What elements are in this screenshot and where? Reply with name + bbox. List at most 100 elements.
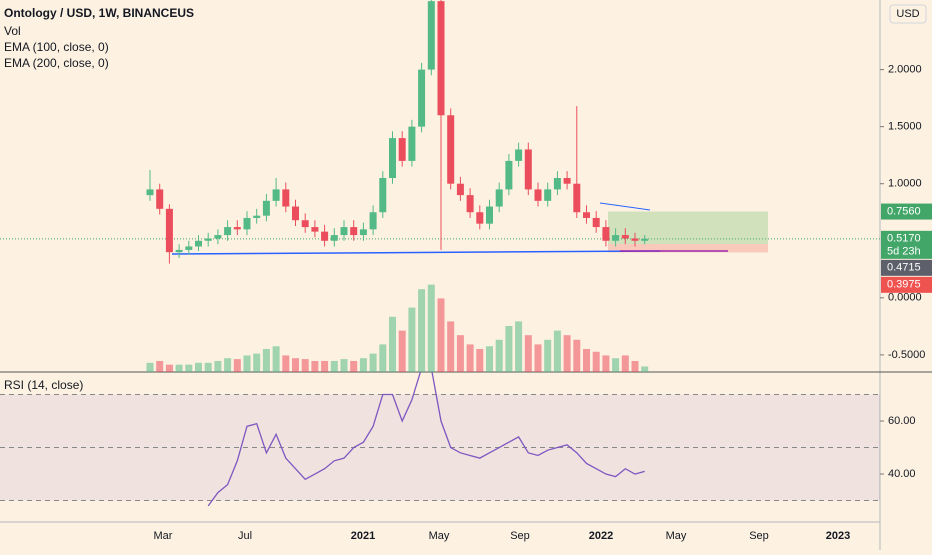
volume-bar — [224, 358, 232, 372]
price-pane — [0, 0, 880, 372]
volume-bar — [466, 344, 474, 372]
candle-body — [330, 235, 338, 241]
candle-body — [466, 195, 474, 213]
volume-bar — [156, 360, 164, 372]
trend-line — [599, 202, 651, 211]
volume-bar — [350, 360, 358, 372]
candle-body — [505, 160, 513, 190]
candle-body — [563, 178, 571, 184]
volume-bar — [204, 362, 212, 372]
volume-bar — [612, 358, 620, 372]
axes: 2.0000 1.5000 1.0000 0.0000 -0.5000 60.00 40.0… — [154, 64, 932, 542]
candle-body — [301, 220, 309, 228]
currency-button[interactable] — [889, 4, 927, 24]
volume-bar — [563, 335, 571, 372]
volume-bar — [515, 321, 523, 372]
candle-body — [262, 200, 270, 216]
volume-bar — [456, 335, 464, 372]
candle-body — [359, 229, 367, 236]
candle-body — [369, 212, 377, 230]
volume-bar — [583, 349, 590, 372]
candle-body — [447, 115, 455, 184]
y-tick-label: 2.0000 — [888, 64, 922, 76]
chart-title: Ontology / USD, 1W, BINANCEUS — [4, 6, 194, 20]
volume-bar — [379, 344, 387, 372]
y-tick-label: 1.5000 — [888, 121, 922, 133]
candle-body — [272, 189, 280, 201]
candle-body — [515, 149, 523, 161]
candle-body — [389, 138, 396, 179]
price-label: 0.5170 — [887, 233, 921, 245]
candle-body — [311, 227, 319, 232]
rsi-tick-label: 60.00 — [888, 415, 916, 427]
candle-body — [553, 178, 561, 190]
volume-bar — [447, 321, 455, 372]
volume-bar — [389, 316, 396, 372]
volume-bar — [534, 344, 542, 372]
volume-bar — [602, 355, 610, 372]
x-tick-label: May — [429, 530, 450, 542]
candle-body — [165, 208, 173, 253]
candle-body — [486, 206, 493, 224]
legend-entry: Vol — [4, 24, 21, 38]
volume-bar — [195, 362, 202, 372]
candle-body — [641, 238, 649, 241]
position-stop — [608, 244, 768, 253]
price-label-note: 5d 23h — [887, 246, 921, 258]
candle-body — [418, 69, 426, 127]
rsi-title: RSI (14, close) — [4, 378, 83, 392]
volume-bar — [553, 330, 561, 372]
volume-bar — [641, 366, 649, 372]
volume-bar — [146, 362, 154, 372]
volume-bar — [321, 360, 329, 372]
candle-body — [214, 235, 222, 239]
candle-body — [379, 178, 387, 213]
volume-bar — [330, 360, 338, 372]
price-label-box — [881, 203, 932, 220]
y-tick-label: 0.0000 — [888, 292, 922, 304]
price-label: 0.3975 — [887, 279, 921, 291]
candle-body — [476, 212, 484, 224]
volume-bar — [505, 326, 513, 372]
candle-body — [282, 189, 290, 207]
candle-body — [185, 246, 193, 250]
legend-entry: EMA (100, close, 0) — [4, 40, 109, 54]
currency-label[interactable]: USD — [896, 8, 919, 20]
y-tick-label: -0.5000 — [888, 349, 925, 361]
volume-bar — [311, 360, 319, 372]
volume-bar — [476, 349, 484, 372]
candle-body — [350, 227, 358, 236]
volume-bar — [233, 359, 241, 372]
x-tick-label: Jul — [238, 530, 252, 542]
volume-bar — [262, 349, 270, 372]
x-tick-label: 2023 — [826, 530, 850, 542]
volume-bar — [408, 307, 416, 372]
candle-body — [427, 1, 435, 70]
candle-body — [408, 126, 416, 161]
candle-body — [456, 183, 464, 196]
y-tick-label: 1.0000 — [888, 178, 922, 190]
volume-bar — [175, 364, 183, 372]
candle-body — [398, 138, 406, 161]
volume-bar — [369, 353, 377, 372]
volume-bar — [359, 358, 367, 372]
candle-body — [524, 149, 532, 190]
volume-bar — [631, 360, 639, 372]
price-label-box — [881, 230, 932, 259]
candle-body — [583, 212, 590, 218]
rsi-line — [207, 372, 645, 507]
candle-body — [243, 217, 251, 230]
x-tick-label: Sep — [510, 530, 530, 542]
candle-body — [146, 189, 154, 196]
candle-body — [224, 227, 232, 236]
price-label-box — [881, 259, 932, 276]
price-label: 0.4715 — [887, 262, 921, 274]
candle-body — [156, 189, 164, 209]
rsi-pane — [0, 372, 880, 507]
x-tick-label: May — [666, 530, 687, 542]
volume-bar — [185, 364, 193, 372]
candle-body — [573, 183, 581, 213]
volume-bar — [592, 351, 600, 372]
